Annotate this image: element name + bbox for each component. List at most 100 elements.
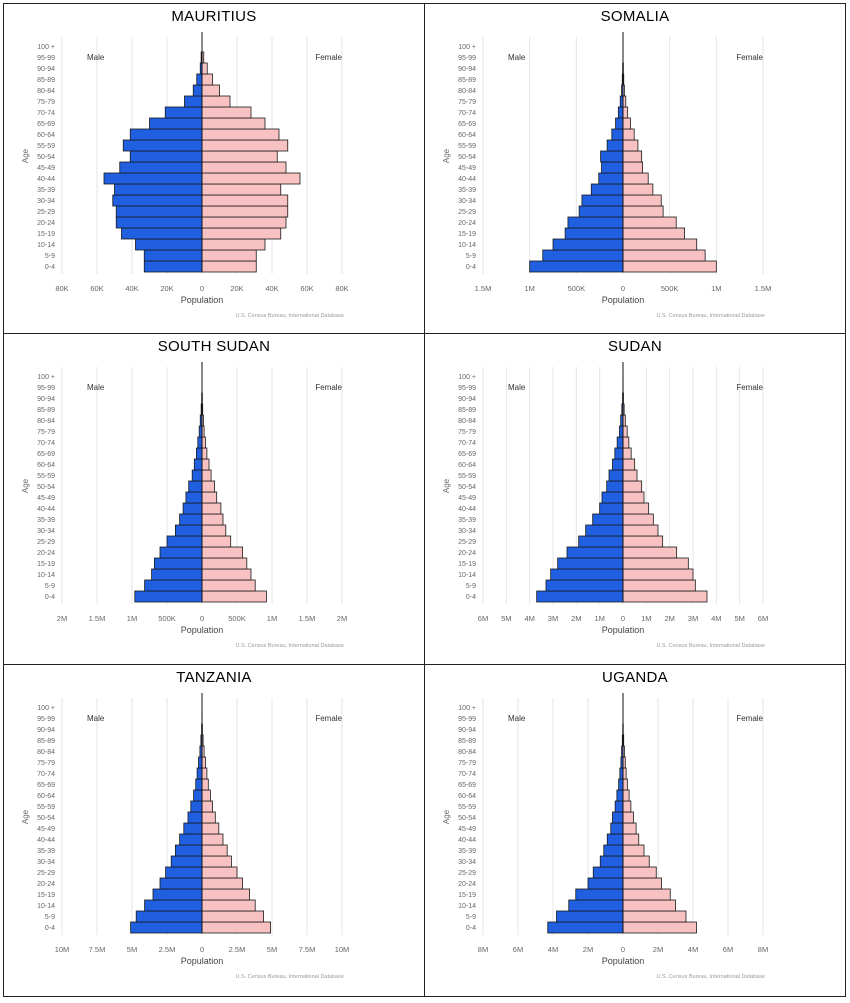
y-axis-label: Age [21,148,30,163]
x-tick-label: 1M [711,284,721,293]
male-bar [536,590,624,603]
age-tick-label: 80-84 [37,749,55,756]
female-bar [622,139,639,152]
male-bar [187,811,203,824]
female-bar [201,811,216,824]
male-bar [121,227,203,240]
male-bar [144,579,203,592]
x-tick-label: 500K [158,614,176,623]
male-bar [618,778,624,791]
chart-title: UGANDA [602,669,668,686]
male-bar [195,447,203,460]
male-bar [115,216,203,229]
male-bar [119,161,203,174]
age-tick-label: 30-34 [37,528,55,535]
male-bar [552,238,624,251]
age-tick-label: 0-4 [45,594,55,601]
x-tick-label: 2M [57,614,67,623]
male-bar [134,590,203,603]
age-tick-label: 65-69 [458,451,476,458]
female-bar [201,888,250,901]
age-tick-label: 5-9 [466,583,476,590]
female-bar [622,150,643,163]
female-bar [622,216,677,229]
x-tick-label: 5M [501,614,511,623]
x-tick-label: 0 [621,614,625,623]
x-tick-label: 7.5M [89,945,106,954]
female-bar [622,833,640,846]
female-bar [201,767,208,780]
age-tick-label: 70-74 [37,771,55,778]
male-bar [164,106,203,119]
female-bar [201,227,282,240]
male-bar [151,568,203,581]
male-bar [174,524,203,537]
y-axis-label: Age [442,148,451,163]
female-bar [201,106,252,119]
female-label: Female [736,714,763,723]
male-bar [617,106,624,119]
source-credit: U.S. Census Bureau, International Databa… [656,643,765,649]
male-bar [159,877,203,890]
female-bar [201,557,248,570]
age-tick-label: 55-59 [458,804,476,811]
male-bar [198,756,203,769]
female-label: Female [736,383,763,392]
female-bar [201,447,208,460]
female-bar [622,425,628,438]
age-tick-label: 65-69 [37,451,55,458]
age-tick-label: 100 + [37,44,55,51]
female-bar [201,436,206,449]
male-bar [616,789,624,802]
x-tick-label: 8M [478,945,488,954]
male-bar [184,95,203,108]
x-tick-label: 20K [230,284,243,293]
age-tick-label: 5-9 [45,914,55,921]
x-axis-label: Population [602,956,645,966]
female-bar [201,172,301,185]
male-bar [115,205,203,218]
male-bar [190,800,203,813]
female-bar [622,822,637,835]
female-bar [622,590,708,603]
female-bar [201,855,232,868]
age-tick-label: 25-29 [458,209,476,216]
x-tick-label: 7.5M [299,945,316,954]
x-tick-label: 5M [127,945,137,954]
age-tick-label: 20-24 [37,550,55,557]
age-tick-label: 90-94 [458,396,476,403]
y-axis-label: Age [21,478,30,493]
female-bar [622,117,631,130]
male-bar [197,436,203,449]
female-bar [622,238,698,251]
chart-title: SUDAN [607,338,662,355]
male-bar [550,568,624,581]
pyramid-chart: 1.5M 1M 500K 0 500K 1M 1.5M 0-4 5-9 10-14 15-19 20-… [442,32,771,319]
male-bar [612,458,624,471]
x-tick-label: 1M [594,614,604,623]
age-tick-label: 25-29 [458,539,476,546]
age-tick-label: 45-49 [458,495,476,502]
male-bar [152,888,203,901]
age-tick-label: 0-4 [466,925,476,932]
female-bar [622,469,638,482]
age-tick-label: 85-89 [37,77,55,84]
female-bar [201,128,280,141]
age-tick-label: 95-99 [37,55,55,62]
age-tick-label: 65-69 [458,121,476,128]
age-tick-label: 10-14 [458,572,476,579]
male-bar [165,866,203,879]
age-tick-label: 85-89 [458,407,476,414]
female-bar [622,128,635,141]
male-bar [601,161,624,174]
x-tick-label: 1.5M [89,614,106,623]
female-bar [201,921,271,934]
male-bar [606,480,624,493]
female-bar [622,183,654,196]
male-bar [114,183,203,196]
male-bar [568,899,624,912]
female-bar [622,535,664,548]
male-bar [557,557,624,570]
male-bar [179,833,203,846]
female-bar [622,491,645,504]
